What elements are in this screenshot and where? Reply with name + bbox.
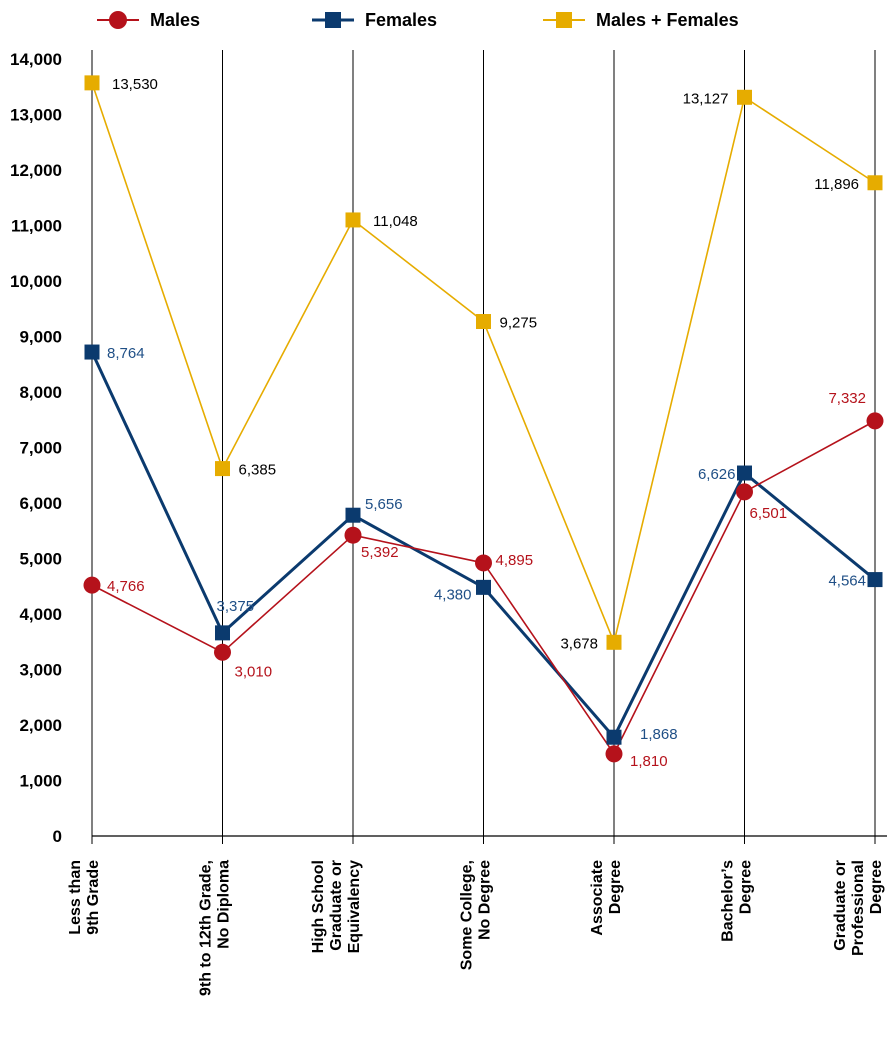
females-point [84,344,100,360]
females-data-label: 6,626 [698,466,736,483]
data-labels: 4,766 3,010 5,392 4,895 1,810 6,501 7,332 8,764… [107,76,866,770]
males-females-data-label: 11,048 [373,213,418,230]
legend-item-males-females: Males + Females [543,10,739,30]
males-data-label: 7,332 [828,390,866,407]
y-tick-label: 12,000 [10,161,62,180]
males-females-data-label: 3,678 [560,635,598,652]
y-tick-label: 11,000 [11,217,62,236]
males-females-point [476,314,491,330]
males-data-label: 5,392 [361,544,399,561]
males-data-label: 3,010 [235,663,273,680]
males-females-point [606,634,622,650]
males-point [83,576,101,594]
males-data-label: 1,810 [630,753,668,770]
legend-label: Males + Females [596,10,739,30]
y-tick-label: 10,000 [10,272,62,291]
x-tick-label-line: No Diploma [216,860,233,949]
x-tick-label: High School Graduate or Equivalency [310,860,363,953]
males-females-point [345,212,361,228]
x-tick-label-line: Degree [868,860,885,914]
y-tick-label: 4,000 [19,605,62,624]
males-point [475,554,492,572]
males-point [605,745,623,763]
females-point [476,579,491,595]
y-tick-label: 9,000 [19,328,62,347]
y-tick-label: 1,000 [19,772,62,791]
x-tick-label-line: Graduate or [832,860,849,951]
x-tick-label-line: Degree [738,860,755,914]
females-data-label: 1,868 [640,726,678,743]
females-data-label: 3,375 [217,598,255,615]
females-data-label: 4,380 [434,586,472,603]
females-data-label: 5,656 [365,496,403,513]
x-tick-label-line: Associate [589,860,606,936]
males-point [214,643,231,661]
x-tick-label-line: Equivalency [346,860,363,953]
males-point [736,483,753,501]
males-females-data-label: 13,530 [112,76,158,93]
females-point [867,572,883,588]
x-tick-label-line: Less than [67,860,84,935]
x-tick-label-line: 9th to 12th Grade, [198,860,215,996]
males-females-point [215,461,230,477]
legend-item-males: Males [97,10,200,30]
x-tick-label-line: Degree [607,860,624,914]
y-tick-label: 5,000 [19,550,62,569]
legend-marker-females [325,12,341,28]
y-tick-label: 8,000 [19,383,62,402]
x-tick-label-line: Some College, [459,860,476,970]
legend-label: Males [150,10,200,30]
x-tick-label-line: No Degree [477,860,494,940]
legend-marker-males-females [556,12,572,28]
y-tick-label: 6,000 [19,494,62,513]
x-tick-label-line: Bachelor’s [720,860,737,942]
males-females-point [84,75,100,91]
x-tick-label-line: High School [310,860,327,953]
legend-item-females: Females [312,10,437,30]
legend: Males Females Males + Females [97,10,739,30]
x-tick-label: Some College, No Degree [459,860,494,970]
y-tick-label: 2,000 [19,716,62,735]
x-axis: Less than 9th Grade 9th to 12th Grade, No D… [67,50,887,996]
x-tick-label-line: Graduate or [328,860,345,951]
x-tick-label-line: Professional [850,860,867,956]
females-data-label: 8,764 [107,345,145,362]
x-tick-label: 9th to 12th Grade, No Diploma [198,860,233,996]
y-tick-label: 13,000 [10,106,62,125]
males-data-label: 4,895 [496,552,534,569]
y-tick-label: 7,000 [19,439,62,458]
males-females-point [867,175,883,191]
males-females-data-label: 13,127 [683,90,729,107]
x-tick-label-line: 9th Grade [85,860,102,935]
males-females-data-label: 11,896 [814,176,859,193]
males-data-label: 6,501 [750,505,788,522]
y-axis: 0 1,000 2,000 3,000 4,000 5,000 6,000 7,000 8,00… [10,50,62,846]
males-data-label: 4,766 [107,578,145,595]
females-point [215,625,230,641]
males-females-point [737,89,752,105]
males-females-data-label: 9,275 [500,315,538,332]
legend-marker-males [109,11,127,29]
series-layer [83,75,884,763]
females-point [737,465,752,481]
y-tick-label: 14,000 [10,50,62,69]
x-tick-label: Less than 9th Grade [67,860,102,935]
males-point [866,412,884,430]
males-females-data-label: 6,385 [239,462,277,479]
females-data-label: 4,564 [828,573,866,590]
males-point [344,526,362,544]
x-tick-label: Bachelor’s Degree [720,860,755,942]
x-tick-label: Graduate or Professional Degree [832,860,885,956]
y-tick-label: 3,000 [19,661,62,680]
females-point [606,729,622,745]
females-point [345,507,361,523]
y-tick-label: 0 [53,827,62,846]
legend-label: Females [365,10,437,30]
x-tick-label: Associate Degree [589,860,624,936]
